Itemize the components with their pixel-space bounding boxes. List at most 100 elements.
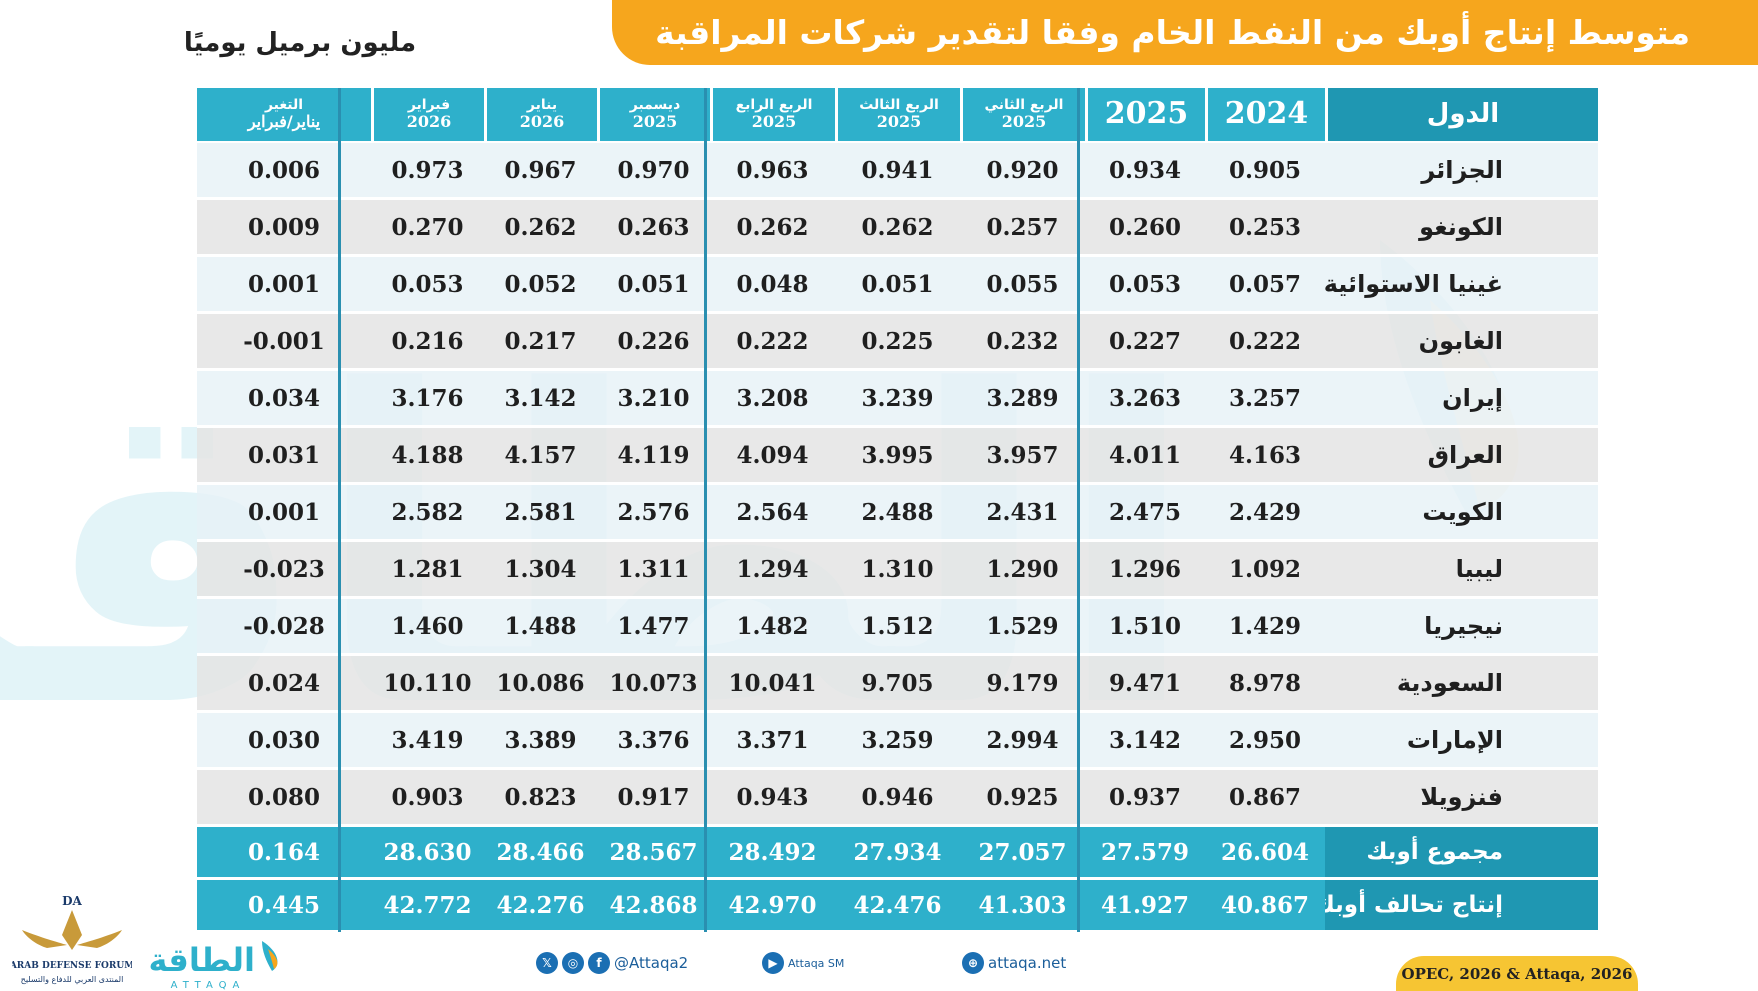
website-link: ⊕ attaqa.net [962, 952, 1066, 974]
cell-country: الكويت [1325, 485, 1598, 542]
cell-change: 0.080 [197, 770, 371, 827]
svg-text:الطاقة: الطاقة [148, 941, 255, 979]
cell-q3: 42.476 [835, 880, 960, 930]
cell-q2: 0.257 [960, 200, 1085, 257]
cell-country: الجزائر [1325, 143, 1598, 200]
website[interactable]: attaqa.net [988, 954, 1067, 972]
table-row: الإمارات 2.950 3.142 2.994 3.259 3.371 3.376 3.… [166, 713, 1598, 770]
cell-y2025: 27.579 [1085, 827, 1205, 877]
cell-q2: 9.179 [960, 656, 1085, 713]
cell-change: 0.030 [197, 713, 371, 770]
cell-feb: 0.270 [371, 200, 484, 257]
cell-q3: 9.705 [835, 656, 960, 713]
divider-change [338, 88, 341, 932]
cell-y2025: 4.011 [1085, 428, 1205, 485]
cell-y2024: 0.222 [1205, 314, 1325, 371]
cell-jan: 1.488 [484, 599, 597, 656]
cell-q4: 0.222 [710, 314, 835, 371]
cell-country: نيجيريا [1325, 599, 1598, 656]
cell-y2024: 8.978 [1205, 656, 1325, 713]
cell-jan: 0.052 [484, 257, 597, 314]
cell-q4: 2.564 [710, 485, 835, 542]
table-row: ليبيا 1.092 1.296 1.290 1.310 1.294 1.311 1.304… [166, 542, 1598, 599]
cell-y2024: 0.867 [1205, 770, 1325, 827]
cell-dec: 0.051 [597, 257, 710, 314]
globe-icon[interactable]: ⊕ [962, 952, 984, 974]
cell-q4: 0.048 [710, 257, 835, 314]
cell-q3: 0.262 [835, 200, 960, 257]
cell-country: فنزويلا [1325, 770, 1598, 827]
cell-feb: 0.053 [371, 257, 484, 314]
cell-q2: 0.055 [960, 257, 1085, 314]
header-dec: ديسمبر 2025 [597, 88, 710, 143]
cell-q4: 0.963 [710, 143, 835, 200]
youtube-handle[interactable]: Attaqa SM [788, 956, 845, 970]
cell-change: 0.001 [197, 257, 371, 314]
cell-dec: 1.477 [597, 599, 710, 656]
table-row: إيران 3.257 3.263 3.289 3.239 3.208 3.210 3.142… [166, 371, 1598, 428]
arab-defense-forum-logo: DA ARAB DEFENSE FORUM المنتدى العربي للد… [12, 894, 132, 984]
divider-years [1077, 88, 1080, 932]
cell-q2: 3.289 [960, 371, 1085, 428]
title-banner: متوسط إنتاج أوبك من النفط الخام وفقا لتق… [612, 0, 1758, 65]
cell-change: 0.028- [197, 599, 371, 656]
page-title: متوسط إنتاج أوبك من النفط الخام وفقا لتق… [655, 13, 1690, 52]
cell-change: 0.001- [197, 314, 371, 371]
cell-jan: 28.466 [484, 827, 597, 877]
table-row: السعودية 8.978 9.471 9.179 9.705 10.041 10.073… [166, 656, 1598, 713]
cell-feb: 3.419 [371, 713, 484, 770]
cell-jan: 2.581 [484, 485, 597, 542]
cell-feb: 0.216 [371, 314, 484, 371]
cell-y2025: 3.263 [1085, 371, 1205, 428]
cell-y2024: 1.092 [1205, 542, 1325, 599]
facebook-icon[interactable]: f [588, 952, 610, 974]
instagram-icon[interactable]: ◎ [562, 952, 584, 974]
cell-y2025: 0.937 [1085, 770, 1205, 827]
unit-label: مليون برميل يوميًا [183, 28, 417, 58]
cell-y2025: 1.296 [1085, 542, 1205, 599]
cell-q3: 0.051 [835, 257, 960, 314]
cell-change: 0.445 [197, 880, 371, 930]
cell-feb: 3.176 [371, 371, 484, 428]
cell-change: 0.009 [197, 200, 371, 257]
cell-q2: 0.232 [960, 314, 1085, 371]
cell-q4: 1.294 [710, 542, 835, 599]
cell-q2: 3.957 [960, 428, 1085, 485]
cell-q3: 3.239 [835, 371, 960, 428]
cell-q2: 0.925 [960, 770, 1085, 827]
cell-dec: 4.119 [597, 428, 710, 485]
cell-q2: 2.431 [960, 485, 1085, 542]
cell-jan: 0.262 [484, 200, 597, 257]
header-jan: يناير 2026 [484, 88, 597, 143]
cell-y2025: 1.510 [1085, 599, 1205, 656]
divider-quarters [704, 88, 707, 932]
cell-dec: 42.868 [597, 880, 710, 930]
cell-feb: 1.460 [371, 599, 484, 656]
cell-y2024: 40.867 [1205, 880, 1325, 930]
cell-country: السعودية [1325, 656, 1598, 713]
x-icon[interactable]: 𝕏 [536, 952, 558, 974]
cell-q4: 3.208 [710, 371, 835, 428]
cell-country: الغابون [1325, 314, 1598, 371]
opec-total-row: مجموع أوبك 26.604 27.579 27.057 27.934 28.492… [166, 827, 1598, 877]
cell-change: 0.023- [197, 542, 371, 599]
social-handle[interactable]: @Attaqa2 [614, 954, 689, 972]
header-country: الدول [1325, 88, 1598, 143]
svg-text:DA: DA [62, 894, 82, 908]
cell-country: إنتاج تحالف أوبك+ [1294, 880, 1598, 930]
cell-y2024: 4.163 [1205, 428, 1325, 485]
cell-jan: 3.389 [484, 713, 597, 770]
cell-jan: 0.823 [484, 770, 597, 827]
cell-y2025: 0.227 [1085, 314, 1205, 371]
cell-q3: 1.512 [835, 599, 960, 656]
cell-feb: 4.188 [371, 428, 484, 485]
cell-jan: 3.142 [484, 371, 597, 428]
cell-dec: 1.311 [597, 542, 710, 599]
cell-feb: 10.110 [371, 656, 484, 713]
header-2025: 2025 [1085, 88, 1205, 143]
cell-q2: 1.529 [960, 599, 1085, 656]
cell-dec: 28.567 [597, 827, 710, 877]
cell-feb: 1.281 [371, 542, 484, 599]
youtube-icon[interactable]: ▶ [762, 952, 784, 974]
table-row: الكويت 2.429 2.475 2.431 2.488 2.564 2.576 2.58… [166, 485, 1598, 542]
